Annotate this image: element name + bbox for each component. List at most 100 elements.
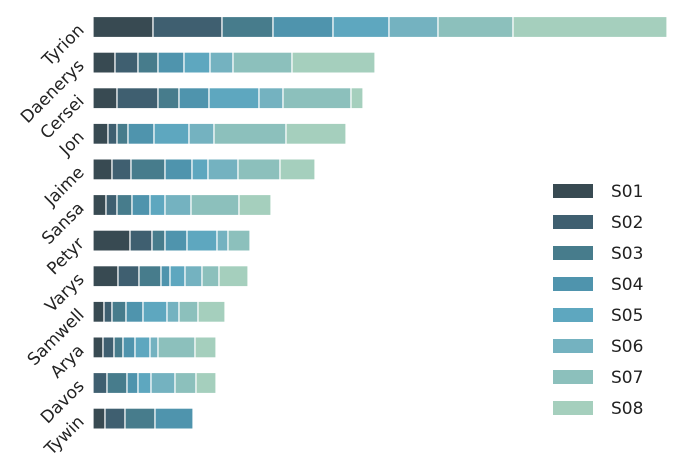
bar-segment xyxy=(116,87,159,110)
bar-segment xyxy=(191,158,209,181)
bar-segment xyxy=(104,407,126,430)
bar-segment xyxy=(232,51,293,74)
bar-segment xyxy=(332,15,390,39)
bar-segment xyxy=(285,122,347,145)
bar-segment xyxy=(134,336,151,359)
bar-segment xyxy=(279,158,316,181)
bar-segment xyxy=(92,229,131,252)
bar-segment xyxy=(92,51,116,74)
legend-label: S08 xyxy=(611,399,643,419)
bar-segment xyxy=(151,229,166,252)
bar-segment xyxy=(166,300,180,323)
bar-segment xyxy=(157,87,180,110)
bar-segment xyxy=(111,158,132,181)
bar-segment xyxy=(152,15,223,39)
legend-label: S06 xyxy=(611,337,643,357)
y-tick-label: Varys xyxy=(41,269,88,316)
legend-label: S04 xyxy=(611,275,643,295)
bar-segment xyxy=(291,51,376,74)
bar-segment xyxy=(160,265,171,288)
bar-segment xyxy=(512,15,668,39)
bar-segment xyxy=(92,300,105,323)
bar-segment xyxy=(272,15,334,39)
bar-segment xyxy=(116,193,133,217)
bar-segment xyxy=(129,229,153,252)
bar-segment xyxy=(149,193,166,217)
bar-segment xyxy=(106,371,128,395)
legend-swatch xyxy=(553,184,593,198)
bar-segment xyxy=(186,229,218,252)
bar-segment xyxy=(227,229,251,252)
bar-segment xyxy=(154,407,194,430)
bar-segment xyxy=(126,371,139,395)
bar-segment xyxy=(92,336,104,359)
bar-segment xyxy=(137,371,152,395)
bar-segment xyxy=(122,336,136,359)
bar-segment xyxy=(195,371,217,395)
y-tick-label: Jaime xyxy=(40,163,88,211)
bar-segment xyxy=(238,193,272,217)
bar-segment xyxy=(164,193,192,217)
bar-segment xyxy=(209,51,234,74)
bar-segment xyxy=(92,122,109,145)
bar-segment xyxy=(92,193,107,217)
bar-segment xyxy=(258,87,284,110)
bar-segment xyxy=(184,265,203,288)
legend-label: S03 xyxy=(611,244,643,264)
legend-label: S05 xyxy=(611,306,643,326)
bar-segment xyxy=(124,407,156,430)
bar-segment xyxy=(153,122,190,145)
legend-swatch xyxy=(553,246,593,260)
bar-segment xyxy=(221,15,274,39)
bar-segment xyxy=(125,300,144,323)
bar-segment xyxy=(137,51,159,74)
bar-segment xyxy=(164,229,188,252)
legend-swatch xyxy=(553,339,593,353)
bar-segment xyxy=(194,336,217,359)
legend-swatch xyxy=(553,370,593,384)
bar-segment xyxy=(388,15,439,39)
legend-swatch xyxy=(553,401,593,415)
bar-segment xyxy=(92,158,113,181)
bar-segment xyxy=(103,300,113,323)
bar-segment xyxy=(188,122,215,145)
legend-swatch xyxy=(553,308,593,322)
bar-segment xyxy=(237,158,281,181)
bar-segment xyxy=(142,300,168,323)
bar-segment xyxy=(131,193,151,217)
bar-segment xyxy=(174,371,197,395)
bar-segment xyxy=(130,158,166,181)
bar-segment xyxy=(169,265,186,288)
bar-segment xyxy=(207,158,239,181)
bar-segment xyxy=(116,122,129,145)
bar-segment xyxy=(113,336,124,359)
bar-segment xyxy=(190,193,240,217)
bar-segment xyxy=(201,265,220,288)
legend-label: S01 xyxy=(611,182,643,202)
legend-label: S07 xyxy=(611,368,643,388)
bar-segment xyxy=(216,229,229,252)
bar-segment xyxy=(92,371,108,395)
bar-segment xyxy=(157,336,196,359)
bar-segment xyxy=(150,371,176,395)
bar-segment xyxy=(105,193,118,217)
bar-segment xyxy=(350,87,364,110)
bar-segment xyxy=(164,158,193,181)
bar-segment xyxy=(197,300,226,323)
bar-segment xyxy=(111,300,127,323)
bar-segment xyxy=(92,265,119,288)
bar-segment xyxy=(213,122,287,145)
bar-segment xyxy=(92,407,106,430)
bar-segment xyxy=(282,87,352,110)
bar-segment xyxy=(149,336,159,359)
bar-segment xyxy=(178,87,210,110)
bar-segment xyxy=(107,122,118,145)
bar-segment xyxy=(92,15,154,39)
legend-label: S02 xyxy=(611,213,643,233)
bar-segment xyxy=(138,265,162,288)
legend-swatch xyxy=(553,277,593,291)
bar-segment xyxy=(157,51,185,74)
bar-segment xyxy=(208,87,260,110)
bar-segment xyxy=(127,122,155,145)
